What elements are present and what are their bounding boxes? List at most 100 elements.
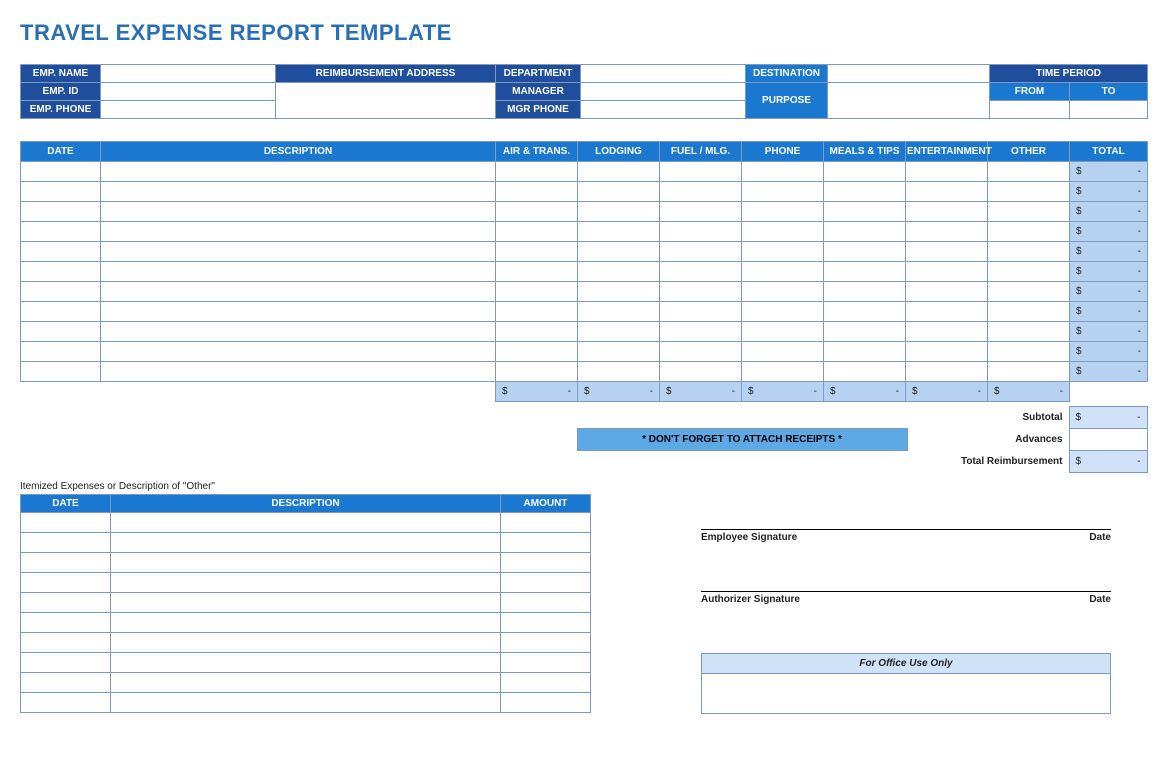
expense-cell[interactable]: [906, 362, 988, 382]
expense-cell[interactable]: [824, 282, 906, 302]
expense-cell[interactable]: [496, 262, 578, 282]
expense-cell[interactable]: [824, 342, 906, 362]
expense-cell[interactable]: [906, 242, 988, 262]
expense-cell[interactable]: [824, 302, 906, 322]
expense-cell[interactable]: [824, 202, 906, 222]
itemized-cell[interactable]: [111, 513, 501, 533]
expense-cell[interactable]: [660, 302, 742, 322]
expense-cell[interactable]: [660, 262, 742, 282]
expense-cell[interactable]: [21, 162, 101, 182]
expense-cell[interactable]: [906, 202, 988, 222]
expense-cell[interactable]: [660, 322, 742, 342]
expense-cell[interactable]: [742, 182, 824, 202]
itemized-cell[interactable]: [21, 693, 111, 713]
expense-cell[interactable]: [742, 342, 824, 362]
itemized-cell[interactable]: [21, 653, 111, 673]
itemized-cell[interactable]: [21, 633, 111, 653]
expense-cell[interactable]: [660, 342, 742, 362]
itemized-cell[interactable]: [501, 693, 591, 713]
expense-cell[interactable]: [578, 182, 660, 202]
expense-cell[interactable]: [496, 242, 578, 262]
expense-cell[interactable]: [101, 202, 496, 222]
itemized-cell[interactable]: [501, 633, 591, 653]
itemized-cell[interactable]: [501, 613, 591, 633]
expense-cell[interactable]: [906, 262, 988, 282]
emp-id-field[interactable]: [101, 83, 276, 101]
expense-cell[interactable]: [578, 342, 660, 362]
expense-cell[interactable]: [660, 282, 742, 302]
expense-cell[interactable]: [496, 362, 578, 382]
emp-name-field[interactable]: [101, 65, 276, 83]
itemized-cell[interactable]: [21, 573, 111, 593]
itemized-cell[interactable]: [501, 533, 591, 553]
mgr-phone-field[interactable]: [581, 101, 746, 119]
expense-cell[interactable]: [988, 182, 1070, 202]
expense-cell[interactable]: [742, 302, 824, 322]
expense-cell[interactable]: [496, 342, 578, 362]
itemized-cell[interactable]: [21, 673, 111, 693]
expense-cell[interactable]: [906, 342, 988, 362]
itemized-cell[interactable]: [501, 653, 591, 673]
advances-value[interactable]: [1069, 429, 1147, 451]
expense-cell[interactable]: [496, 202, 578, 222]
expense-cell[interactable]: [988, 222, 1070, 242]
itemized-cell[interactable]: [21, 513, 111, 533]
expense-cell[interactable]: [101, 282, 496, 302]
expense-cell[interactable]: [906, 182, 988, 202]
expense-cell[interactable]: [21, 322, 101, 342]
expense-cell[interactable]: [101, 242, 496, 262]
itemized-cell[interactable]: [21, 593, 111, 613]
itemized-cell[interactable]: [111, 573, 501, 593]
expense-cell[interactable]: [988, 242, 1070, 262]
from-field[interactable]: [990, 101, 1070, 119]
expense-cell[interactable]: [21, 242, 101, 262]
expense-cell[interactable]: [906, 282, 988, 302]
expense-cell[interactable]: [824, 222, 906, 242]
expense-cell[interactable]: [21, 302, 101, 322]
expense-cell[interactable]: [988, 262, 1070, 282]
expense-cell[interactable]: [21, 262, 101, 282]
expense-cell[interactable]: [21, 182, 101, 202]
expense-cell[interactable]: [988, 302, 1070, 322]
itemized-cell[interactable]: [501, 573, 591, 593]
itemized-cell[interactable]: [501, 593, 591, 613]
expense-cell[interactable]: [906, 222, 988, 242]
expense-cell[interactable]: [578, 202, 660, 222]
expense-cell[interactable]: [824, 162, 906, 182]
itemized-cell[interactable]: [111, 533, 501, 553]
expense-cell[interactable]: [101, 342, 496, 362]
itemized-cell[interactable]: [111, 653, 501, 673]
expense-cell[interactable]: [742, 162, 824, 182]
expense-cell[interactable]: [101, 182, 496, 202]
itemized-cell[interactable]: [21, 613, 111, 633]
expense-cell[interactable]: [824, 182, 906, 202]
expense-cell[interactable]: [824, 322, 906, 342]
expense-cell[interactable]: [742, 322, 824, 342]
expense-cell[interactable]: [906, 302, 988, 322]
purpose-field[interactable]: [828, 83, 990, 119]
expense-cell[interactable]: [660, 362, 742, 382]
expense-cell[interactable]: [742, 282, 824, 302]
itemized-cell[interactable]: [21, 533, 111, 553]
expense-cell[interactable]: [660, 202, 742, 222]
expense-cell[interactable]: [496, 282, 578, 302]
expense-cell[interactable]: [578, 282, 660, 302]
destination-field[interactable]: [828, 65, 990, 83]
expense-cell[interactable]: [21, 342, 101, 362]
expense-cell[interactable]: [496, 322, 578, 342]
expense-cell[interactable]: [988, 162, 1070, 182]
expense-cell[interactable]: [742, 262, 824, 282]
expense-cell[interactable]: [824, 362, 906, 382]
expense-cell[interactable]: [101, 262, 496, 282]
expense-cell[interactable]: [660, 162, 742, 182]
expense-cell[interactable]: [101, 162, 496, 182]
expense-cell[interactable]: [742, 242, 824, 262]
expense-cell[interactable]: [906, 162, 988, 182]
expense-cell[interactable]: [578, 222, 660, 242]
itemized-cell[interactable]: [111, 553, 501, 573]
expense-cell[interactable]: [660, 182, 742, 202]
expense-cell[interactable]: [496, 302, 578, 322]
expense-cell[interactable]: [21, 362, 101, 382]
to-field[interactable]: [1070, 101, 1148, 119]
expense-cell[interactable]: [824, 242, 906, 262]
